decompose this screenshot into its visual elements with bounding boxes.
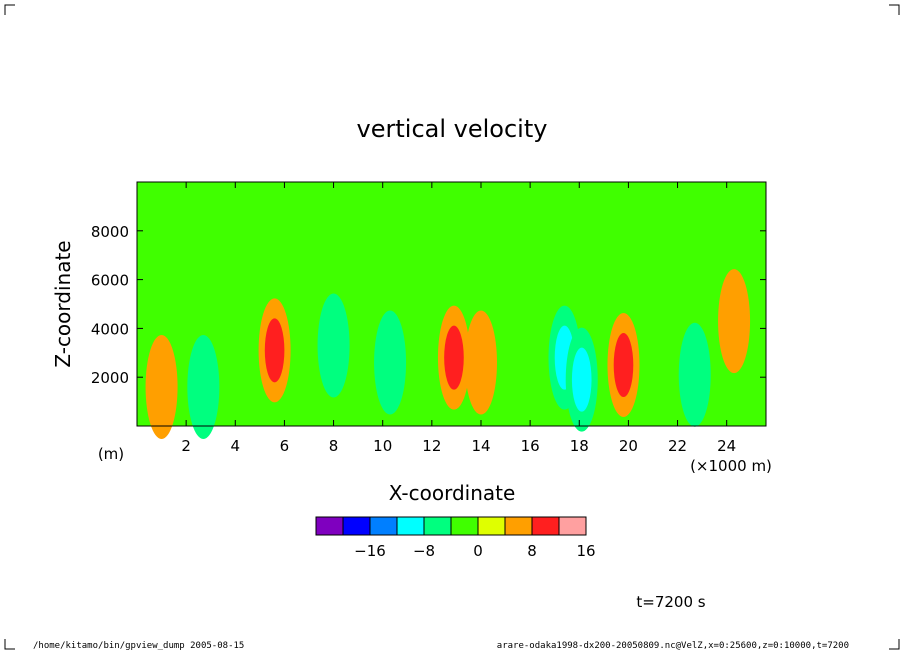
colorbar: −16 −8 0 8 16 xyxy=(315,516,596,560)
contour-region-8-1 xyxy=(571,347,592,412)
contour-region-6-0 xyxy=(464,310,497,415)
colorbar-swatch-8 xyxy=(531,516,560,536)
colorbar-swatch-9 xyxy=(558,516,587,536)
x-axis-label: X-coordinate xyxy=(389,481,516,505)
y-axis-label: Z-coordinate xyxy=(51,240,75,367)
contour-region-3-0 xyxy=(317,293,350,398)
footer-right: arare-odaka1998-dx200-20050809.nc@VelZ,x… xyxy=(496,641,849,651)
x-tick-label-9: 20 xyxy=(619,437,638,455)
colorbar-swatch-5 xyxy=(450,516,479,536)
y-tick-label-2: 6000 xyxy=(91,272,129,290)
y-tick-label-3: 8000 xyxy=(91,223,129,241)
corner-marks xyxy=(4,4,900,650)
x-tick-label-11: 24 xyxy=(717,437,736,455)
x-unit-label: (×1000 m) xyxy=(690,457,772,475)
colorbar-label-1: −8 xyxy=(413,542,435,560)
contour-region-11-0 xyxy=(718,269,751,374)
x-tick-label-10: 22 xyxy=(668,437,687,455)
colorbar-label-2: 0 xyxy=(473,542,483,560)
colorbar-label-4: 16 xyxy=(576,542,595,560)
x-tick-label-8: 18 xyxy=(570,437,589,455)
x-tick-label-6: 14 xyxy=(471,437,490,455)
colorbar-swatch-1 xyxy=(342,516,371,536)
chart-title: vertical velocity xyxy=(357,115,548,143)
y-tick-label-0: 2000 xyxy=(91,369,129,387)
contour-region-4-0 xyxy=(374,310,407,415)
y-tick-label-1: 4000 xyxy=(91,320,129,338)
x-tick-label-1: 4 xyxy=(231,437,241,455)
contour-region-0-0 xyxy=(145,334,178,439)
x-tick-label-0: 2 xyxy=(181,437,191,455)
y-unit-label: (m) xyxy=(98,445,124,463)
footer-left: /home/kitamo/bin/gpview_dump 2005-08-15 xyxy=(33,641,245,651)
contour-region-9-1 xyxy=(613,333,634,397)
x-tick-label-7: 16 xyxy=(521,437,540,455)
colorbar-swatch-6 xyxy=(477,516,506,536)
contour-region-1-0 xyxy=(187,334,220,439)
colorbar-swatch-0 xyxy=(315,516,344,536)
colorbar-swatch-3 xyxy=(396,516,425,536)
x-tick-label-4: 10 xyxy=(373,437,392,455)
colorbar-swatch-4 xyxy=(423,516,452,536)
colorbar-label-3: 8 xyxy=(527,542,537,560)
plot-frame xyxy=(136,181,767,427)
contour-fields xyxy=(145,269,751,439)
time-label: t=7200 s xyxy=(636,593,705,611)
x-tick-label-2: 6 xyxy=(280,437,290,455)
contour-region-10-0 xyxy=(678,322,711,427)
contour-region-2-1 xyxy=(264,318,285,383)
x-tick-label-5: 12 xyxy=(422,437,441,455)
colorbar-swatch-7 xyxy=(504,516,533,536)
colorbar-label-0: −16 xyxy=(354,542,386,560)
contour-region-5-1 xyxy=(444,325,464,390)
colorbar-swatch-2 xyxy=(369,516,398,536)
x-tick-label-3: 8 xyxy=(329,437,339,455)
